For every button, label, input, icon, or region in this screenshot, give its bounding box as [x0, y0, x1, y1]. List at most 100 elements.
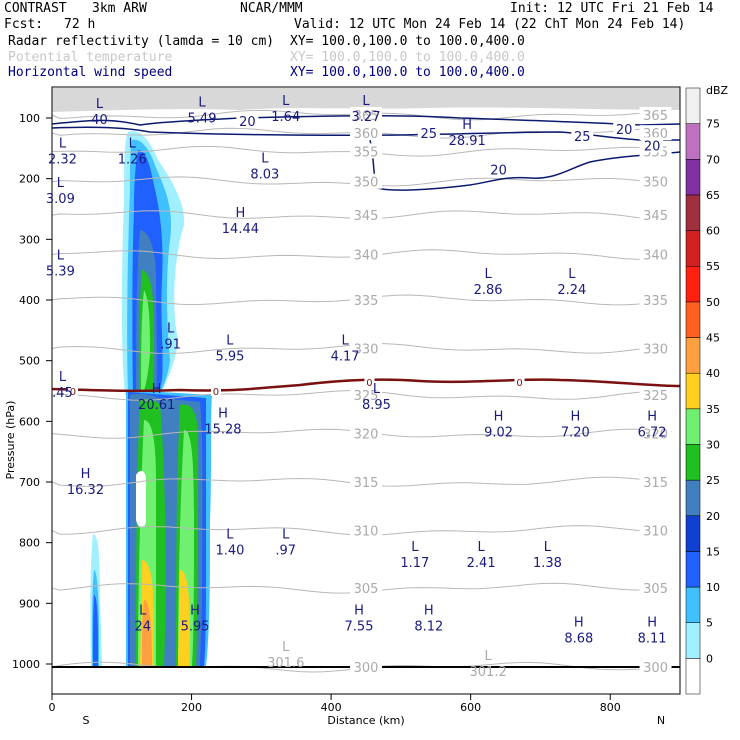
extremum-value: 24: [134, 620, 151, 635]
extremum-type: H: [647, 616, 657, 631]
colorbar-swatch: [685, 515, 701, 552]
theta-extremum-type: L: [484, 649, 492, 664]
extremum-value: 1.40: [215, 544, 244, 559]
extremum-type: H: [647, 409, 657, 424]
extremum-type: L: [198, 96, 206, 111]
extremum-value: 8.11: [638, 632, 667, 647]
colorbar-swatch: [685, 658, 701, 695]
refl-cell-lower-yellow: [140, 560, 190, 666]
y-tick-label: 300: [19, 233, 40, 246]
theta-label: 305: [643, 582, 668, 597]
grid-resolution: 3km ARW: [92, 1, 147, 16]
zero-label: 0: [516, 378, 522, 389]
extremum-type: H: [236, 206, 246, 221]
theta-label: 345: [643, 209, 668, 224]
extremum-type: H: [494, 409, 504, 424]
theta-label-bg: [639, 106, 672, 122]
x-tick-label: 0: [49, 701, 56, 714]
extremum-value: 28.91: [449, 134, 486, 149]
y-tick-label: 900: [19, 597, 40, 610]
init-time: Init: 12 UTC Fri 21 Feb 14: [510, 1, 714, 16]
extremum-value: 9.02: [484, 425, 513, 440]
extremum-type: L: [96, 97, 104, 112]
theta-label-bg: [639, 292, 672, 307]
extremum-type: L: [167, 321, 175, 336]
theta-label-bg: [639, 340, 672, 356]
extremum-value: 8.68: [564, 632, 593, 647]
extremum-type: L: [226, 528, 234, 543]
theta-label: 315: [354, 476, 379, 491]
extremum-value: 2.24: [557, 283, 586, 298]
legend-wind: Horizontal wind speed: [8, 65, 173, 80]
theta-label: 315: [643, 476, 668, 491]
colorbar-swatch: [685, 372, 701, 410]
extremum-value: 40: [91, 113, 108, 128]
theta-label-bg: [350, 425, 382, 441]
theta-label-bg: [639, 246, 672, 262]
colorbar-swatch: [685, 551, 701, 588]
extremum-value: 8.95: [362, 398, 391, 413]
extremum-value: 6.72: [638, 425, 667, 440]
extremum-type: L: [59, 370, 67, 385]
theta-label: 345: [354, 209, 379, 224]
extremum-type: L: [129, 136, 137, 151]
theta-label-bg: [639, 207, 672, 223]
extremum-value: 7.55: [345, 620, 374, 635]
x-tick-label: 200: [181, 701, 202, 714]
extremum-type: L: [568, 267, 576, 282]
colorbar-level: 20: [706, 510, 720, 523]
y-tick-label: 500: [19, 355, 40, 368]
colorbar-level: 70: [706, 153, 720, 166]
extremum-value: 2.32: [48, 152, 77, 167]
colorbar-level: 75: [706, 118, 720, 131]
extremum-type: H: [81, 467, 91, 482]
colorbar-swatch: [685, 265, 701, 303]
theta-label: 320: [643, 427, 668, 442]
refl-cell-upper-lightgreen: [141, 290, 150, 390]
theta-extremum-type: L: [282, 640, 290, 655]
y-tick-label: 1000: [12, 658, 40, 671]
wind-label-bg: [641, 137, 664, 153]
valid-time: Valid: 12 UTC Mon 24 Feb 14 (22 ChT Mon …: [294, 17, 686, 32]
legend-reflectivity-xy: XY= 100.0,100.0 to 100.0,400.0: [290, 34, 525, 49]
colorbar-swatch: [685, 123, 701, 160]
theta-label: 360: [354, 127, 379, 142]
colorbar: 0 5 10 15 20 25 30 35 40 45 50 55 60 65 70 75: [685, 87, 720, 695]
legend-wind-xy: XY= 100.0,100.0 to 100.0,400.0: [290, 65, 525, 80]
theta-extremum-value: 301.2: [470, 665, 507, 680]
theta-label-bg: [350, 207, 382, 223]
extremum-value: 2.41: [467, 556, 496, 571]
colorbar-level: 35: [706, 403, 720, 416]
extremum-type: L: [139, 604, 147, 619]
theta-label: 340: [643, 249, 668, 264]
freezing-level-line: [51, 378, 681, 393]
theta-label: 365: [643, 109, 668, 124]
theta-label: 350: [354, 176, 379, 191]
plot-frame: [51, 86, 681, 695]
wind-contour-label: 20: [490, 164, 507, 179]
theta-label: 300: [354, 661, 379, 676]
colorbar-level: 30: [706, 438, 720, 451]
y-tick-label: 700: [19, 476, 40, 489]
zero-label-bg: [210, 385, 221, 396]
extremum-value: .91: [160, 337, 181, 352]
theta-label: 365: [354, 109, 379, 124]
extremum-type: L: [484, 267, 492, 282]
theta-label-bg: [350, 143, 382, 159]
theta-label-bg: [639, 522, 672, 538]
extremum-type: L: [478, 540, 486, 555]
x-tick-label: 600: [460, 701, 481, 714]
colorbar-swatch: [685, 159, 701, 196]
colorbar-swatch: [685, 194, 701, 231]
extremum-type: L: [544, 540, 552, 555]
south-label: S: [83, 714, 90, 727]
colorbar-level: 45: [706, 332, 720, 345]
extremum-value: 5.95: [215, 350, 244, 365]
zero-label-bg: [514, 376, 525, 387]
colorbar-swatch: [685, 586, 701, 623]
colorbar-swatch: [685, 408, 701, 445]
extremum-type: L: [411, 540, 419, 555]
extremum-value: .97: [275, 544, 296, 559]
